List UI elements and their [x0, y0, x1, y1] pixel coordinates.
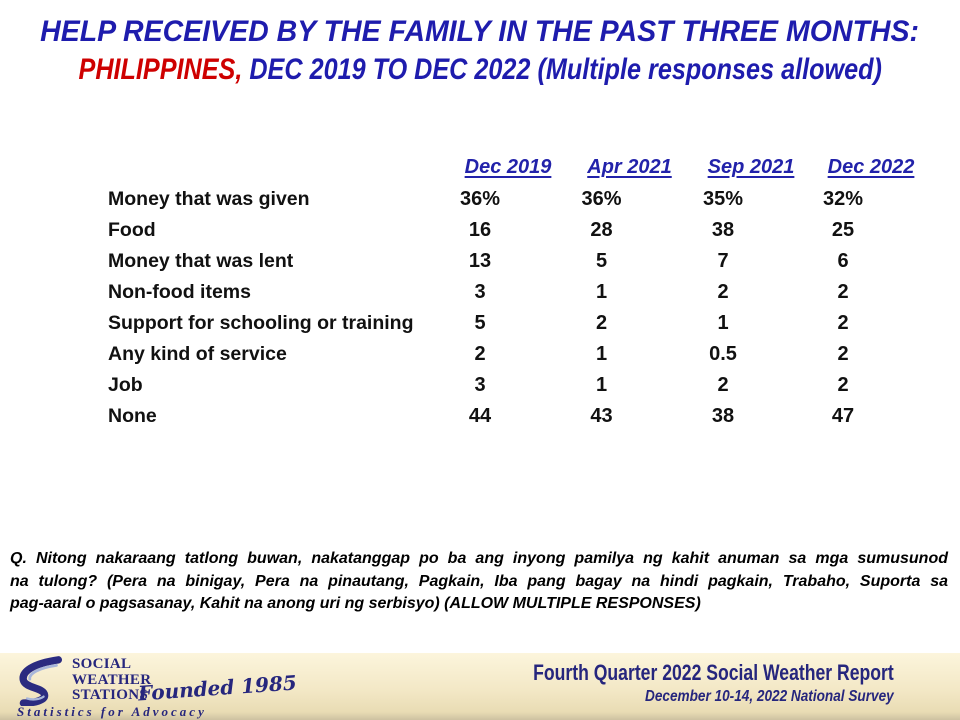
cell-value: 6	[837, 250, 849, 272]
cell-value: 3	[474, 374, 486, 396]
row-label: Food	[108, 219, 156, 241]
column-header: Dec 2019	[464, 156, 552, 178]
slide-title: HELP RECEIVED BY THE FAMILY IN THE PAST …	[0, 13, 960, 89]
table-body: Money that was given 36% 36% 35% 32% Food 16 28…	[108, 184, 931, 432]
survey-question-line2: na tulong? (Pera na binigay, Pera na pin…	[10, 572, 948, 590]
cell-value: 47	[831, 405, 855, 427]
slide-title-location: PHILIPPINES,	[78, 53, 243, 86]
table-row: None 44 43 38 47	[108, 401, 931, 432]
cell-value: 1	[595, 343, 608, 365]
footer-banner: SOCIAL WEATHER STATIONS Founded 1985 Sta…	[0, 653, 960, 720]
cell-value: 1	[717, 312, 729, 334]
survey-question-line1: Q. Nitong nakaraang tatlong buwan, nakat…	[10, 550, 948, 567]
table-row: Non-food items 3 1 2 2	[108, 277, 931, 308]
report-subtitle: December 10-14, 2022 National Survey	[645, 688, 894, 705]
table-row: Any kind of service 2 1 0.5 2	[108, 339, 931, 370]
sws-logo-name-line1: SOCIAL	[72, 656, 132, 672]
cell-value: 35%	[702, 188, 744, 210]
row-label: None	[108, 405, 157, 427]
sws-logo: SOCIAL WEATHER STATIONS Founded 1985 Sta…	[14, 656, 298, 719]
column-header: Apr 2021	[587, 156, 672, 178]
slide-title-period: DEC 2019 TO DEC 2022 (Multiple responses…	[249, 53, 882, 86]
cell-value: 36%	[459, 188, 501, 210]
table-row: Money that was lent 13 5 7 6	[108, 246, 931, 277]
cell-value: 2	[837, 343, 849, 365]
sws-logo-founded: Founded 1985	[137, 670, 298, 706]
sws-logo-tagline: Statistics for Advocacy	[17, 704, 207, 719]
row-label: Job	[108, 374, 143, 396]
cell-value: 2	[474, 343, 486, 365]
sws-logo-name-line3: STATIONS	[72, 687, 149, 703]
survey-question-line3: pag-aaral o pagsasanay, Kahit na anong u…	[10, 595, 701, 612]
survey-results-table: Dec 2019 Apr 2021 Sep 2021 Dec 2022 Money t…	[108, 153, 931, 432]
cell-value: 38	[711, 405, 735, 427]
cell-value: 25	[831, 219, 855, 241]
cell-value: 32%	[822, 188, 864, 210]
cell-value: 38	[711, 219, 735, 241]
cell-value: 36%	[581, 188, 622, 210]
cell-value: 2	[837, 281, 849, 303]
cell-value: 0.5	[709, 343, 737, 365]
column-header: Sep 2021	[707, 156, 795, 178]
table-row: Food 16 28 38 25	[108, 215, 931, 246]
cell-value: 2	[595, 312, 608, 334]
slide-title-line2-text: PHILIPPINES, DEC 2019 TO DEC 2022 (Multi…	[78, 51, 881, 89]
cell-value: 3	[474, 281, 486, 303]
row-label: Non-food items	[108, 281, 251, 303]
row-label: Support for schooling or training	[108, 312, 414, 334]
report-title: Fourth Quarter 2022 Social Weather Repor…	[533, 660, 894, 685]
row-label: Any kind of service	[108, 343, 287, 365]
table-row: Job 3 1 2 2	[108, 370, 931, 401]
sws-swirl-icon	[16, 656, 62, 711]
row-label: Money that was lent	[108, 250, 294, 272]
cell-value: 43	[590, 405, 613, 427]
cell-value: 1	[595, 374, 608, 396]
row-label: Money that was given	[108, 188, 310, 210]
slide-title-line2: PHILIPPINES, DEC 2019 TO DEC 2022 (Multi…	[0, 51, 960, 89]
cell-value: 2	[837, 312, 849, 334]
cell-value: 44	[468, 405, 492, 427]
cell-value: 2	[837, 374, 849, 396]
cell-value: 5	[474, 312, 486, 334]
cell-value: 13	[468, 250, 492, 272]
table-row: Support for schooling or training 5 2 1 2	[108, 308, 931, 339]
column-header: Dec 2022	[827, 156, 915, 178]
cell-value: 16	[468, 219, 492, 241]
sws-logo-name-line2: WEATHER	[72, 671, 152, 688]
cell-value: 5	[595, 250, 608, 272]
table-header-row: Dec 2019 Apr 2021 Sep 2021 Dec 2022	[108, 153, 931, 184]
header-spacer	[108, 153, 448, 184]
slide-title-line1: HELP RECEIVED BY THE FAMILY IN THE PAST …	[0, 13, 960, 51]
cell-value: 1	[595, 281, 608, 303]
table-row: Money that was given 36% 36% 35% 32%	[108, 184, 931, 215]
cell-value: 2	[717, 374, 729, 396]
slide-title-line1-text: HELP RECEIVED BY THE FAMILY IN THE PAST …	[40, 15, 920, 48]
sws-logo-name: SOCIAL WEATHER STATIONS	[72, 656, 152, 704]
survey-question: Q. Nitong nakaraang tatlong buwan, nakat…	[10, 548, 948, 616]
cell-value: 28	[590, 219, 613, 241]
cell-value: 7	[717, 250, 729, 272]
cell-value: 2	[717, 281, 729, 303]
report-info: Fourth Quarter 2022 Social Weather Repor…	[443, 660, 894, 706]
